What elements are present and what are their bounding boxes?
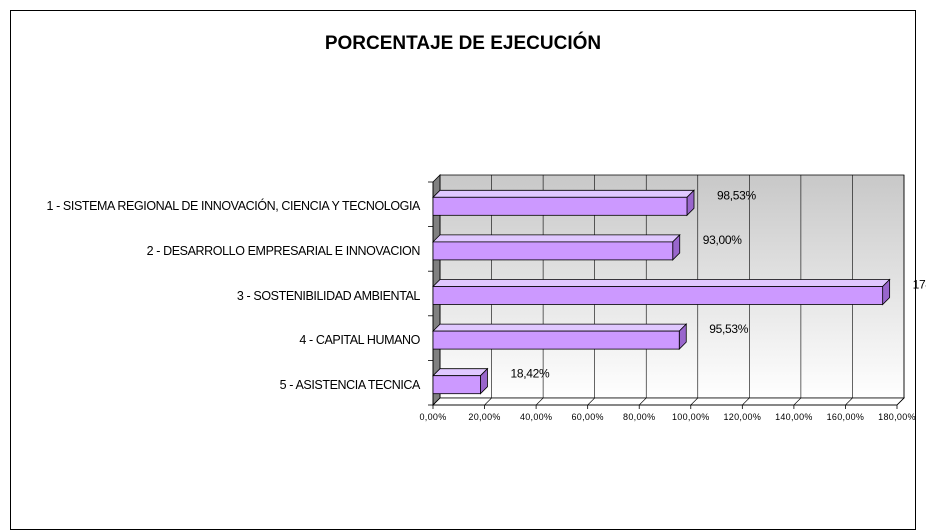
grid-line bbox=[793, 397, 802, 406]
bar-top bbox=[432, 279, 891, 287]
x-tick-label: 100,00% bbox=[672, 412, 710, 422]
bar bbox=[432, 375, 481, 395]
x-tick-label: 0,00% bbox=[419, 412, 446, 422]
bar-top bbox=[432, 189, 695, 198]
y-category-text: 5 - ASISTENCIA TECNICA bbox=[279, 377, 421, 392]
floor bbox=[432, 397, 905, 406]
x-tick-label: 160,00% bbox=[827, 412, 865, 422]
bar-top bbox=[432, 368, 489, 377]
data-label: 174,43% bbox=[913, 278, 926, 292]
x-tick-label: 20,00% bbox=[468, 412, 500, 422]
x-tick-label: 180,00% bbox=[878, 412, 916, 422]
x-tick-label: 60,00% bbox=[572, 412, 604, 422]
grid-line bbox=[639, 397, 647, 406]
data-label: 93,00% bbox=[703, 233, 743, 247]
grid-line bbox=[587, 397, 595, 406]
x-tick-label: 120,00% bbox=[724, 412, 762, 422]
data-label: 98,53% bbox=[717, 188, 757, 202]
chart-title: PORCENTAJE DE EJECUCIÓN bbox=[324, 33, 602, 54]
grid-line bbox=[690, 397, 698, 406]
grid-line bbox=[432, 397, 441, 406]
bar bbox=[432, 241, 674, 261]
bar bbox=[432, 286, 884, 305]
bar-top bbox=[432, 234, 681, 243]
grid-line bbox=[896, 397, 905, 406]
bar bbox=[432, 330, 680, 350]
grid-line bbox=[742, 397, 750, 406]
grid-line bbox=[845, 397, 853, 406]
bar-top bbox=[432, 323, 688, 332]
chart: 0,00% 20,00% 40,00% 60,00% 80,00% 100,00% 120,… bbox=[419, 174, 926, 422]
bar bbox=[432, 196, 688, 216]
grid-line bbox=[535, 397, 544, 406]
y-category-text: 1 - SISTEMA REGIONAL DE INNOVACIÓN, CIEN… bbox=[46, 199, 420, 214]
y-category-text: 3 - SOSTENIBILIDAD AMBIENTAL bbox=[236, 288, 420, 303]
y-category-label: 2 - DESARROLLO EMPRESARIAL E INNOVACION bbox=[146, 231, 421, 271]
data-label: 95,53% bbox=[709, 322, 749, 336]
y-category-label: 1 - SISTEMA REGIONAL DE INNOVACIÓN, CIEN… bbox=[46, 186, 420, 226]
page: PORCENTAJE DE EJECUCIÓN 0,00% 20,00% 40,00… bbox=[10, 10, 926, 530]
x-tick-label: 40,00% bbox=[520, 412, 552, 422]
y-category-text: 4 - CAPITAL HUMANO bbox=[299, 333, 420, 348]
y-category-label: 4 - CAPITAL HUMANO bbox=[299, 320, 420, 360]
y-category-label: 5 - ASISTENCIA TECNICA bbox=[279, 365, 421, 405]
data-label: 18,42% bbox=[510, 367, 550, 381]
grid-line bbox=[484, 397, 492, 406]
x-tick-label: 140,00% bbox=[775, 412, 813, 422]
y-category-text: 2 - DESARROLLO EMPRESARIAL E INNOVACION bbox=[146, 243, 421, 258]
x-tick-label: 80,00% bbox=[623, 412, 655, 422]
y-category-label: 3 - SOSTENIBILIDAD AMBIENTAL bbox=[237, 276, 420, 316]
